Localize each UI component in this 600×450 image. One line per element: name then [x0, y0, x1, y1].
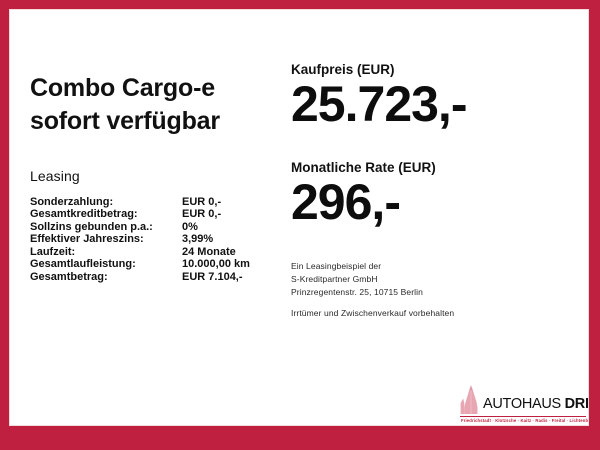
- spec-value: EUR 0,-: [182, 195, 222, 208]
- monthly-rate-label: Monatliche Rate (EUR): [291, 159, 436, 175]
- fineprint-spacer: [291, 299, 581, 307]
- logo-locations: Friedrichstadt · Klotzsche · Kaitz · Rad…: [461, 418, 588, 423]
- table-row: Effektiver Jahreszins: 3,99%: [30, 234, 250, 247]
- purchase-price-label: Kaufpreis (EUR): [291, 62, 395, 77]
- church-spire-icon: [460, 384, 482, 414]
- purchase-price-block: Kaufpreis (EUR) 25.723,-: [291, 62, 581, 131]
- logo-wordmark-row: AUTOHAUS DRESDEN: [458, 383, 588, 414]
- legal-fineprint: Ein Leasingbeispiel der S-Kreditpartner …: [291, 260, 581, 320]
- spec-label: Gesamtbetrag:: [30, 271, 108, 284]
- logo-word-dresden: DRESDEN: [564, 396, 588, 412]
- spec-value: 0%: [182, 220, 198, 233]
- pricing-column: Kaufpreis (EUR) 25.723,- Monatliche Rate…: [291, 62, 581, 320]
- purchase-price-value: 25.723,-: [291, 76, 467, 132]
- spec-label: Sonderzahlung:: [30, 195, 114, 208]
- spec-value: 10.000,00 km: [182, 258, 250, 271]
- monthly-rate-block: Monatliche Rate (EUR) 296,-: [291, 160, 581, 229]
- vehicle-info-column: Combo Cargo-e sofort verfügbar Leasing S…: [30, 72, 290, 285]
- spec-label: Sollzins gebunden p.a.:: [30, 220, 153, 233]
- page-title: Combo Cargo-e sofort verfügbar: [30, 72, 290, 139]
- spec-value: EUR 0,-: [182, 208, 222, 221]
- fineprint-line-2: S-Kreditpartner GmbH: [291, 274, 378, 284]
- headline-line-2: sofort verfügbar: [30, 107, 220, 136]
- table-row: Gesamtkreditbetrag: EUR 0,-: [30, 208, 250, 222]
- content-panel: Combo Cargo-e sofort verfügbar Leasing S…: [10, 10, 588, 425]
- logo-text: AUTOHAUS DRESDEN: [483, 397, 588, 414]
- spec-label: Gesamtkreditbetrag:: [30, 208, 138, 221]
- table-row: Gesamtbetrag: EUR 7.104,-: [30, 271, 250, 285]
- leasing-section-title: Leasing: [30, 167, 80, 184]
- table-row: Laufzeit: 24 Monate: [30, 245, 250, 260]
- spec-value: 3,99%: [182, 233, 214, 246]
- spec-value: EUR 7.104,-: [182, 271, 243, 284]
- spec-label: Gesamtlaufleistung:: [30, 258, 136, 271]
- spec-label: Effektiver Jahreszins:: [30, 233, 144, 246]
- spec-value: 24 Monate: [182, 245, 236, 258]
- logo-word-autohaus: AUTOHAUS: [483, 396, 561, 412]
- monthly-rate-value: 296,-: [291, 173, 401, 230]
- headline-line-1: Combo Cargo-e: [30, 74, 215, 102]
- dealer-logo: AUTOHAUS DRESDEN Friedrichstadt · Klotzs…: [458, 383, 588, 425]
- fineprint-line-3: Prinzregentenstr. 25, 10715 Berlin: [291, 287, 423, 297]
- logo-divider: [460, 416, 586, 417]
- leasing-details-table: Sonderzahlung: EUR 0,- Gesamtkreditbetra…: [30, 195, 250, 285]
- table-row: Gesamtlaufleistung: 10.000,00 km: [30, 259, 250, 272]
- table-row: Sollzins gebunden p.a.: 0%: [30, 220, 250, 235]
- fineprint-line-1: Ein Leasingbeispiel der: [291, 261, 382, 271]
- table-row: Sonderzahlung: EUR 0,-: [30, 195, 250, 210]
- fineprint-line-4: Irrtümer und Zwischenverkauf vorbehalten: [291, 308, 455, 318]
- spec-label: Laufzeit:: [30, 245, 76, 258]
